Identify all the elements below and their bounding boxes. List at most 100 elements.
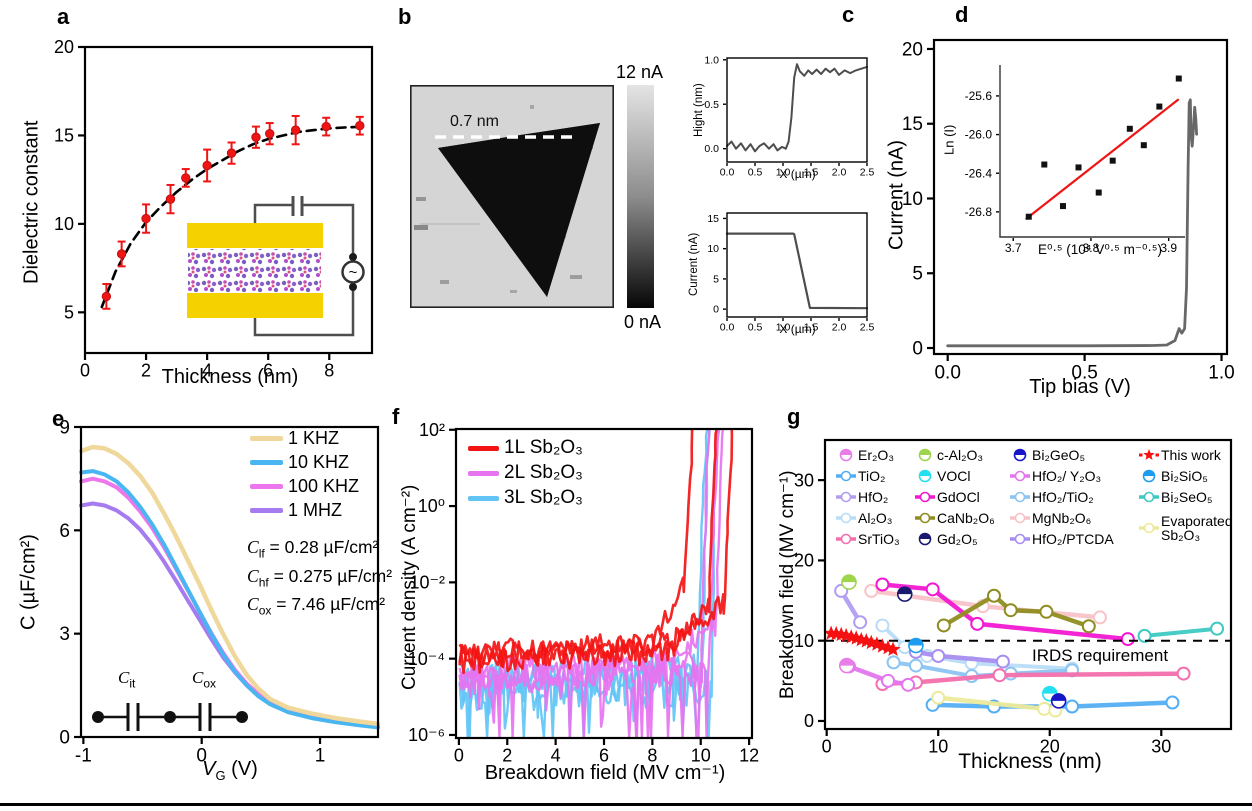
legend-label: 1 KHZ [288, 428, 340, 448]
line-circle-marker-icon [1010, 512, 1030, 523]
terminal-dot-icon [349, 253, 357, 261]
node-dot-icon [164, 711, 176, 723]
half-circle-marker-icon [918, 448, 932, 461]
legend-item: 3L Sb₂O₃ [468, 487, 583, 509]
figure-bottom-border [0, 803, 1252, 806]
a-y-axis-title: Dielectric constant [20, 120, 43, 285]
svg-text:0.5: 0.5 [748, 322, 763, 334]
a-x-axis-title: Thickness (nm) [161, 366, 299, 388]
line-circle-marker-icon [836, 512, 856, 523]
wire-top-left [253, 203, 293, 223]
svg-text:0.0: 0.0 [720, 167, 735, 179]
legend-label: 1 MHZ [288, 500, 342, 520]
svg-text:10⁻⁶: 10⁻⁶ [408, 725, 445, 745]
svg-text:0: 0 [454, 746, 464, 766]
svg-text:10²: 10² [419, 420, 445, 440]
f-breakdown-chart: 0 2 4 6 8 10 12 10² 10⁰ 10⁻² 10⁻⁴ 10⁻⁶ [408, 420, 759, 766]
irds-requirement-label: IRDS requirement [1032, 646, 1169, 665]
legend-label: HfO₂/PTCDA [1032, 530, 1114, 547]
svg-text:10: 10 [691, 746, 711, 766]
legend-item: Evaporated Sb₂O₃ [1139, 514, 1235, 542]
half-circle-marker-icon [1142, 469, 1156, 482]
half-circle-marker-icon [918, 469, 932, 482]
wire-bottom [253, 287, 355, 337]
svg-text:8: 8 [324, 361, 334, 381]
line-circle-marker-icon [836, 470, 856, 481]
svg-text:1.0: 1.0 [776, 167, 791, 179]
node-dot-icon [92, 711, 104, 723]
svg-text:-1: -1 [75, 745, 92, 766]
legend-item: Bi₂SiO₅ [1139, 469, 1235, 483]
legend-item: HfO₂/PTCDA [1010, 532, 1136, 546]
svg-text:-26.4: -26.4 [965, 166, 993, 180]
svg-text:6: 6 [599, 746, 609, 766]
legend-item: CaNb₂O₆ [915, 511, 1007, 525]
legend-label: VOCl [937, 467, 971, 484]
c-height-x-title: X (µm) [779, 167, 816, 181]
panel-label-a: a [57, 4, 70, 29]
svg-text:0: 0 [713, 304, 719, 316]
svg-text:0: 0 [196, 745, 207, 766]
d-iv-chart: 0.0 0.5 1.0 0 5 10 15 20 [902, 38, 1235, 383]
legend-item: 10 KHZ [250, 452, 359, 473]
legend-label: HfO₂/TiO₂ [1032, 488, 1094, 505]
svg-text:10: 10 [928, 737, 948, 757]
svg-text:6: 6 [263, 361, 273, 381]
legend-item: Bi₂GeO₅ [1010, 448, 1136, 462]
svg-text:0: 0 [804, 711, 814, 731]
svg-text:1: 1 [315, 745, 326, 766]
current-colorbar [627, 85, 654, 308]
svg-text:10: 10 [794, 631, 814, 651]
legend-label: SrTiO₃ [858, 530, 900, 547]
colorbar-max-label: 12 nA [616, 62, 664, 82]
line-circle-marker-icon [915, 491, 935, 502]
legend-label: 2L Sb₂O₃ [504, 462, 583, 483]
svg-text:10: 10 [902, 189, 923, 210]
legend-item: 100 KHZ [250, 476, 359, 497]
svg-text:2: 2 [502, 746, 512, 766]
svg-text:2.0: 2.0 [832, 167, 847, 179]
legend-line-icon [468, 470, 499, 476]
legend-line-icon [468, 445, 499, 451]
svg-text:1.0: 1.0 [704, 54, 719, 66]
thickness-measure-label: 0.7 nm [450, 113, 499, 130]
annotation-line: Chf = 0.275 µF/cm² [247, 565, 393, 590]
legend-item: MgNb₂O₆ [1010, 511, 1136, 525]
node-dot-icon [236, 711, 248, 723]
circuit-cit-label: Cit [118, 668, 136, 691]
legend-item: HfO₂/TiO₂ [1010, 490, 1136, 504]
half-circle-marker-icon [1013, 448, 1027, 461]
legend-label: HfO₂/ Y₂O₃ [1032, 467, 1102, 484]
c-current-chart: 0.0 0.5 1.0 1.5 2.0 2.5 0 5 10 15 [707, 212, 874, 334]
svg-text:5: 5 [713, 273, 719, 285]
svg-text:30: 30 [794, 470, 814, 490]
gold-electrode-bottom [187, 293, 323, 318]
svg-text:0.0: 0.0 [720, 322, 735, 334]
panel-label-b: b [398, 4, 412, 29]
c-height-chart: 0.0 0.5 1.0 1.5 2.0 2.5 0.0 0.5 1.0 [704, 54, 875, 179]
svg-text:15: 15 [707, 213, 719, 225]
b-cafm-image [410, 85, 614, 308]
svg-text:2.5: 2.5 [860, 167, 875, 179]
svg-text:9: 9 [59, 417, 70, 438]
f-x-axis-title: Breakdown field (MV cm⁻¹) [484, 762, 726, 784]
colorbar-min-label: 0 nA [624, 312, 662, 332]
legend-label: Gd₂O₅ [937, 530, 978, 547]
a-capacitor-schematic: ~ [187, 196, 365, 337]
f-legend: 1L Sb₂O₃ 2L Sb₂O₃ 3L Sb₂O₃ [468, 437, 583, 509]
svg-text:1.0: 1.0 [1208, 362, 1234, 383]
legend-item: SrTiO₃ [836, 532, 912, 546]
svg-text:12: 12 [739, 746, 759, 766]
legend-item: 1 MHZ [250, 500, 359, 521]
panel-label-d: d [955, 2, 969, 27]
svg-text:10⁻²: 10⁻² [409, 572, 445, 592]
legend-label: TiO₂ [858, 467, 886, 484]
svg-text:-26.0: -26.0 [965, 128, 993, 142]
panel-label-c: c [842, 2, 855, 27]
legend-item: Er₂O₃ [836, 448, 912, 462]
half-circle-marker-icon [918, 532, 932, 545]
svg-text:8: 8 [647, 746, 657, 766]
circuit-cox-label: Cox [192, 668, 217, 691]
g-legend: Er₂O₃ c-Al₂O₃ Bi₂GeO₅ This work TiO₂ VOCl HfO₂… [836, 444, 1235, 549]
